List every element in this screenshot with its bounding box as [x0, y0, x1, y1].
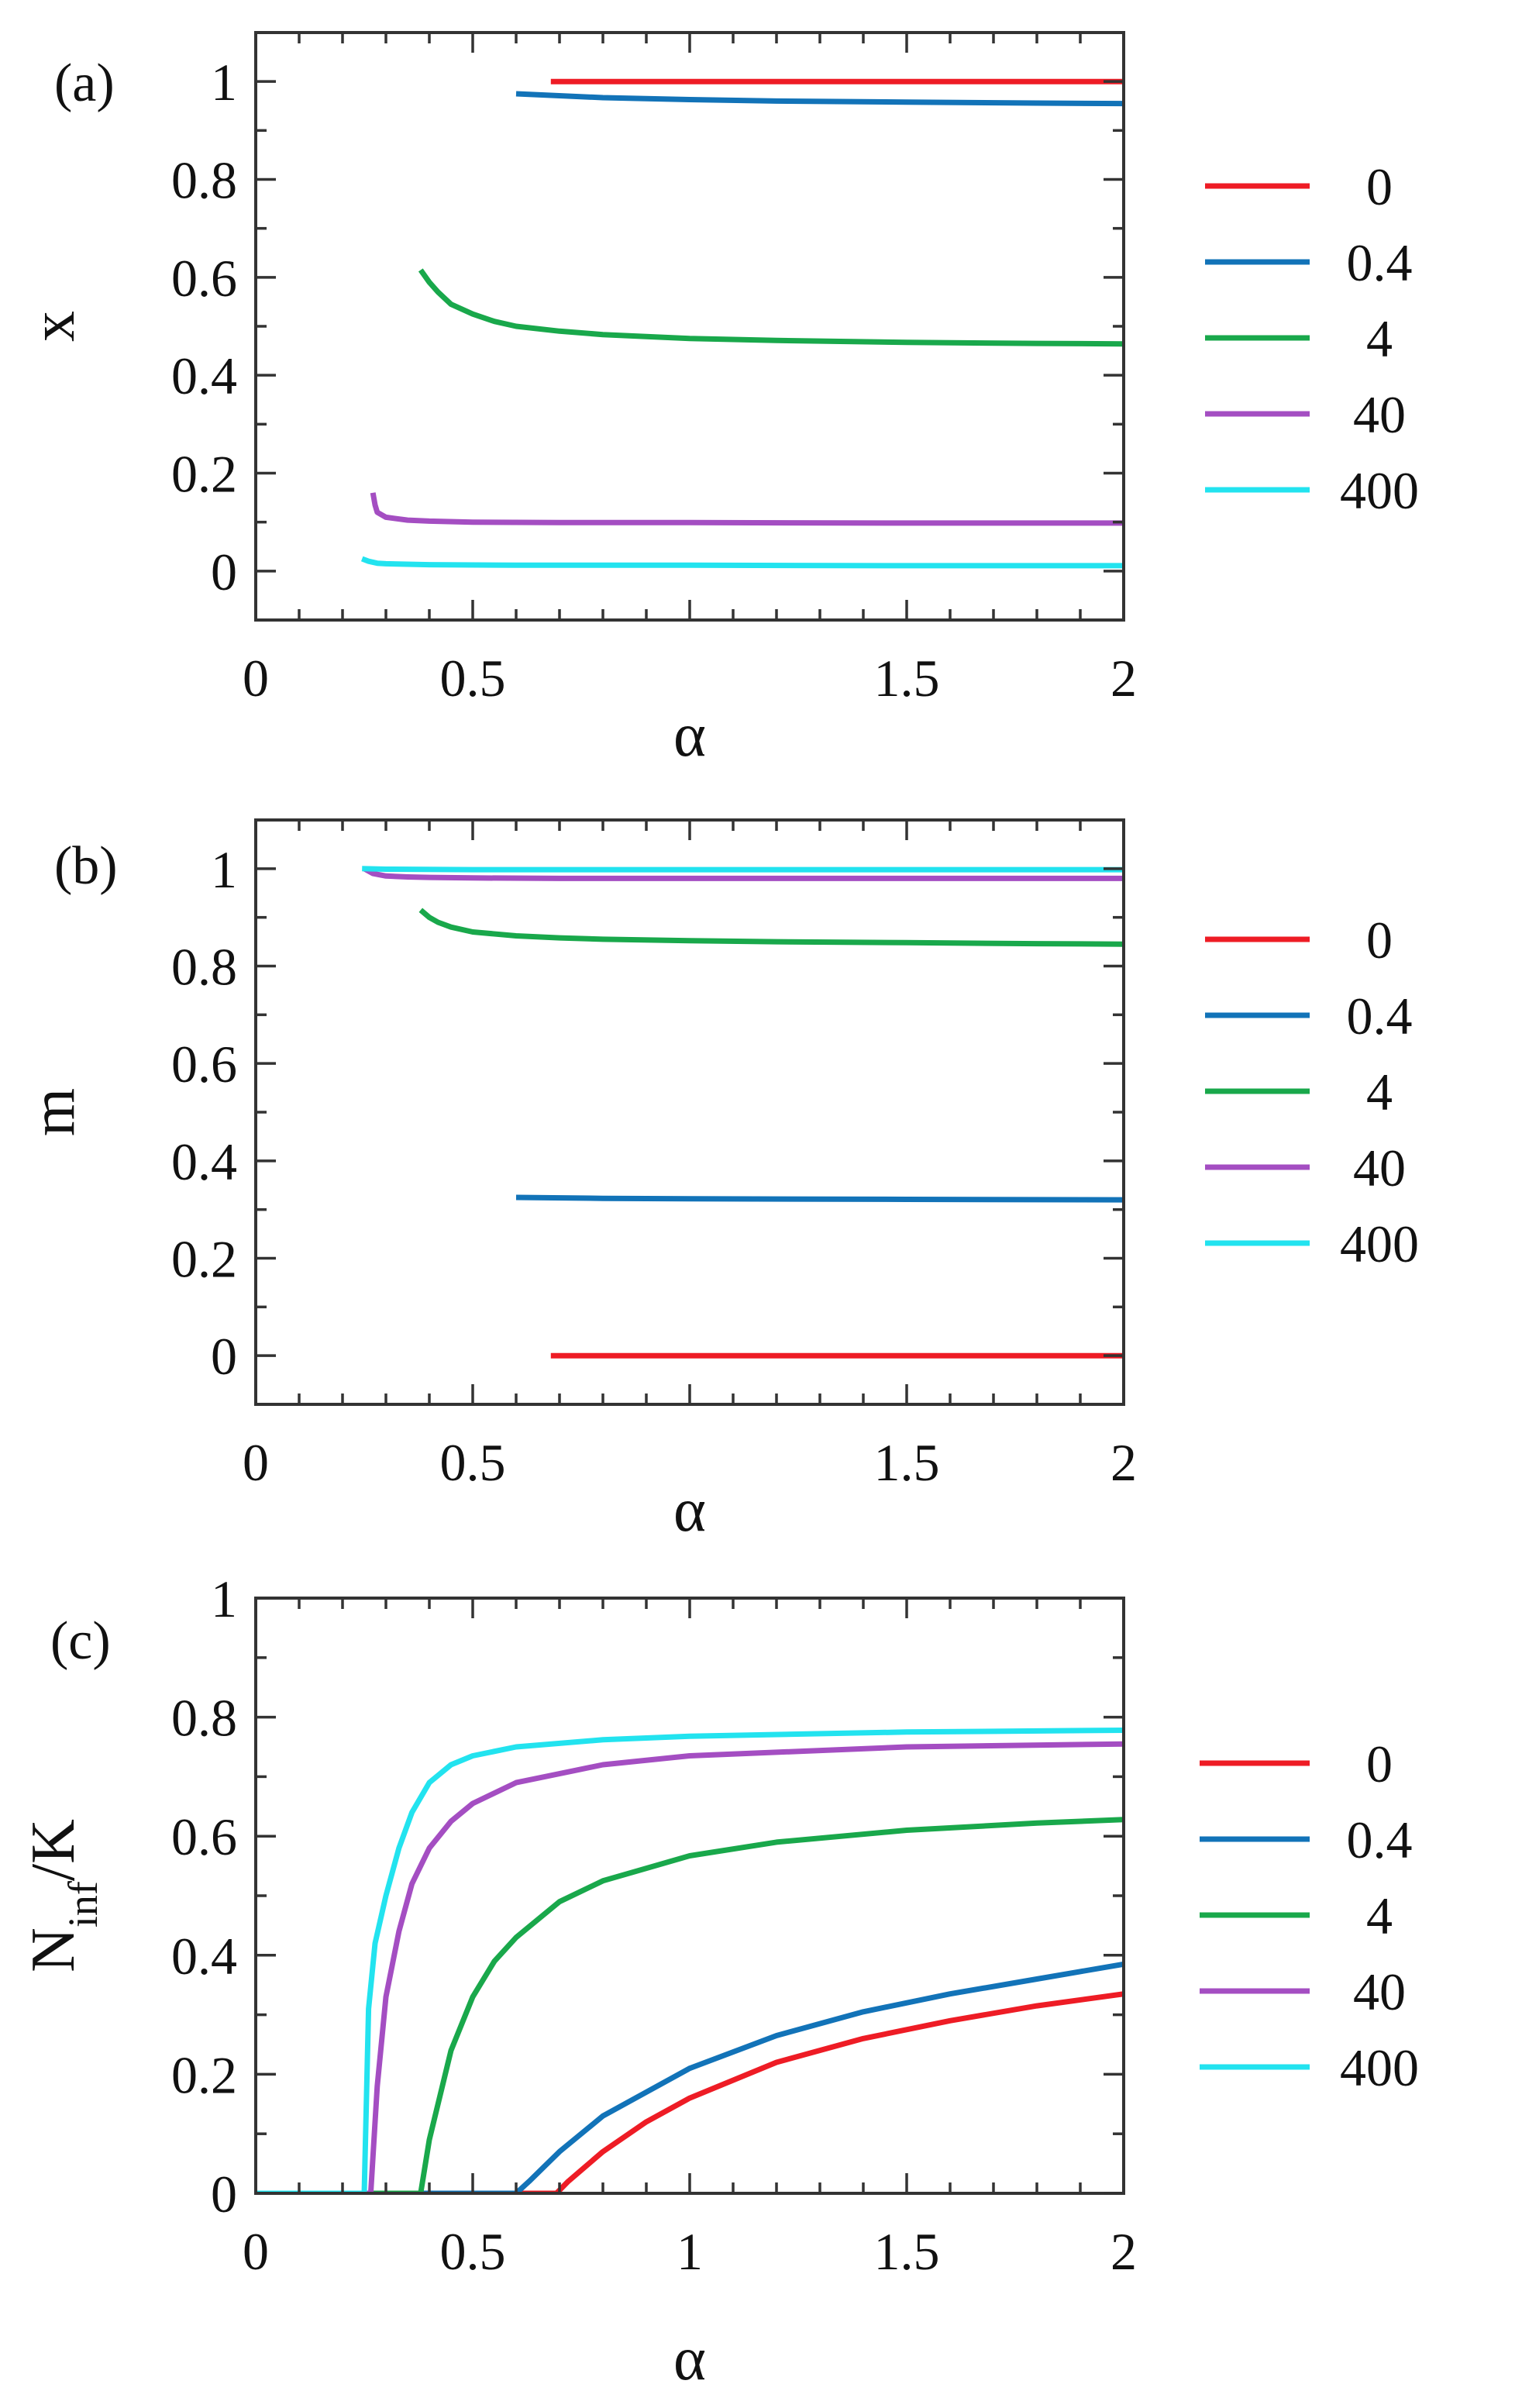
- y-tick-label: 0.4: [171, 1132, 237, 1191]
- y-tick-label: 0.4: [171, 346, 237, 405]
- x-tick-label: 0: [243, 2222, 269, 2281]
- legend-label: 0.4: [1347, 987, 1413, 1046]
- y-tick-label: 0.2: [171, 445, 237, 504]
- legend-label: 40: [1353, 1139, 1406, 1197]
- legend-label: 4: [1366, 1886, 1393, 1945]
- x-tick-label: 0.5: [440, 2222, 506, 2281]
- x-axis-label: α: [673, 2325, 706, 2393]
- y-tick-label: 0: [211, 543, 237, 601]
- legend-label: 0: [1366, 157, 1393, 216]
- legend-label: 4: [1366, 309, 1393, 368]
- y-tick-label: 0.6: [171, 1035, 237, 1094]
- x-tick-label: 2: [1111, 649, 1137, 708]
- series-group: [360, 78, 1124, 569]
- y-tick-label: 0: [211, 2165, 237, 2224]
- series-group: [362, 866, 1124, 1359]
- series-line-0: [256, 1991, 1124, 2193]
- legend-label: 0.4: [1347, 1810, 1413, 1869]
- y-tick-label: 0.2: [171, 1230, 237, 1289]
- series-line-400: [360, 556, 1124, 569]
- chart-panel-2: 0 0.5 1 1.5 2 0 0.2 0.4 0.6 0.8 1 α Ninf/K (c) 0 0.4 4 40…: [19, 1569, 1419, 2393]
- x-tick-label: 1.5: [874, 2222, 940, 2281]
- series-line-0-4: [515, 91, 1124, 107]
- legend-label: 0.4: [1347, 233, 1413, 292]
- x-tick-label: 2: [1111, 2222, 1137, 2281]
- x-tick-label: 0: [243, 1433, 269, 1492]
- y-tick-label: 0.8: [171, 151, 237, 210]
- x-axis-label: α: [673, 1476, 706, 1545]
- panel-label: (c): [50, 1611, 111, 1671]
- chart-panel-1: 0 0.5 1.5 2 0 0.2 0.4 0.6 0.8 1 α m (b) 0 0.4 4 40 400: [19, 818, 1419, 1545]
- x-axis-label: α: [673, 701, 706, 770]
- legend-label: 400: [1340, 2038, 1419, 2097]
- legend-label: 4: [1366, 1063, 1393, 1121]
- y-tick-label: 0.6: [171, 249, 237, 308]
- series-line-4: [418, 908, 1124, 947]
- legend-label: 0: [1366, 911, 1393, 970]
- chart-panel-0: 0 0.5 1.5 2 0 0.2 0.4 0.6 0.8 1 α x (a) 0 0.4 4 40 400: [19, 31, 1419, 770]
- y-tick-label: 0.8: [171, 1689, 237, 1748]
- legend-label: 40: [1353, 385, 1406, 444]
- series-line-0-4: [515, 1194, 1124, 1203]
- y-axis-label: Ninf/K: [19, 1819, 106, 1972]
- plot-frame: [254, 31, 1125, 622]
- y-tick-label: 0: [211, 1327, 237, 1386]
- x-tick-label: 1.5: [874, 1433, 940, 1492]
- series-line-40: [370, 492, 1124, 526]
- x-tick-label: 0: [243, 649, 269, 708]
- x-tick-label: 0.5: [440, 1433, 506, 1492]
- y-axis-label: m: [19, 1088, 88, 1136]
- y-tick-label: 0.8: [171, 938, 237, 997]
- panel-label: (a): [54, 53, 115, 113]
- y-tick-label: 1: [211, 840, 237, 899]
- panel-label: (b): [54, 836, 118, 896]
- y-tick-label: 1: [211, 1569, 237, 1628]
- plot-frame: [254, 818, 1125, 1406]
- y-axis-label: x: [19, 311, 88, 342]
- x-tick-label: 1: [677, 2222, 703, 2281]
- legend: 0 0.4 4 40 400: [1205, 157, 1419, 520]
- x-tick-label: 0.5: [440, 649, 506, 708]
- series-line-40: [256, 1741, 1124, 2193]
- series-line-4: [418, 268, 1124, 347]
- legend-label: 400: [1340, 461, 1419, 520]
- series-line-4: [256, 1817, 1124, 2193]
- y-tick-label: 1: [211, 53, 237, 112]
- series-line-400: [362, 866, 1124, 873]
- y-tick-label: 0.4: [171, 1927, 237, 1986]
- y-tick-label: 0.2: [171, 2045, 237, 2104]
- series-line-400: [256, 1728, 1124, 2193]
- legend-label: 40: [1353, 1962, 1406, 2021]
- series-line-0-4: [256, 1961, 1124, 2193]
- x-tick-label: 1.5: [874, 649, 940, 708]
- y-tick-label: 0.6: [171, 1807, 237, 1866]
- legend-label: 400: [1340, 1214, 1419, 1273]
- legend: 0 0.4 4 40 400: [1205, 911, 1419, 1273]
- legend-label: 0: [1366, 1735, 1393, 1793]
- series-group: [256, 1728, 1124, 2193]
- series-line-40: [363, 866, 1124, 881]
- x-tick-label: 2: [1111, 1433, 1137, 1492]
- legend: 0 0.4 4 40 400: [1200, 1735, 1419, 2097]
